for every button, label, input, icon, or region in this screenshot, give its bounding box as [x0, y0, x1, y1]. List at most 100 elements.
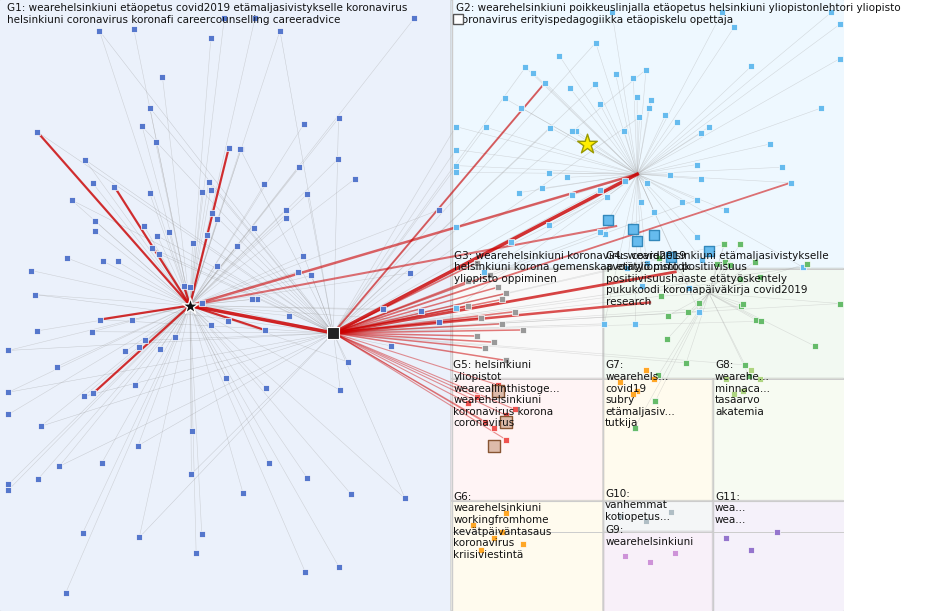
Point [431, 205, 446, 215]
Point [258, 383, 274, 393]
Point [194, 529, 209, 539]
Point [126, 24, 142, 34]
Point [247, 13, 262, 23]
Point [499, 508, 514, 518]
Point [714, 7, 730, 17]
Point [148, 137, 163, 147]
Point [29, 127, 45, 137]
Point [185, 238, 200, 248]
Point [718, 533, 733, 543]
Point [151, 249, 166, 258]
Point [588, 38, 603, 48]
Point [628, 319, 643, 329]
Point [718, 374, 733, 384]
Point [244, 295, 259, 304]
Point [220, 316, 236, 326]
Point [246, 223, 261, 233]
Point [618, 176, 633, 186]
Point [490, 282, 505, 292]
Point [499, 356, 514, 365]
Point [795, 262, 810, 272]
Point [482, 270, 497, 280]
Point [562, 82, 578, 92]
Point [638, 65, 654, 75]
FancyBboxPatch shape [602, 500, 714, 532]
Point [641, 103, 656, 112]
Point [152, 344, 167, 354]
Point [710, 259, 725, 269]
Point [478, 122, 493, 132]
Point [331, 114, 346, 123]
Point [689, 159, 704, 169]
Point [744, 61, 759, 71]
Point [747, 257, 762, 267]
Point [200, 230, 215, 240]
Point [402, 268, 417, 278]
Point [507, 307, 522, 316]
Point [229, 241, 244, 251]
Point [1, 485, 16, 495]
Point [625, 389, 640, 399]
Text: G9:
wearehelsinkiuni: G9: wearehelsinkiuni [605, 525, 694, 547]
Point [155, 72, 170, 82]
Point [630, 386, 645, 396]
Point [597, 229, 612, 239]
Point [257, 325, 273, 335]
Text: G10:
vanhemmat
kotiopetus...: G10: vanhemmat kotiopetus... [605, 489, 670, 522]
Point [290, 267, 305, 277]
Point [278, 213, 294, 223]
FancyBboxPatch shape [712, 500, 845, 611]
Point [296, 119, 312, 129]
Point [33, 422, 48, 431]
Point [634, 197, 649, 207]
Point [110, 257, 125, 266]
Point [28, 290, 43, 299]
Point [744, 365, 759, 375]
FancyBboxPatch shape [450, 268, 604, 379]
Point [732, 274, 748, 284]
Point [486, 533, 502, 543]
Point [51, 461, 66, 471]
Point [608, 69, 623, 79]
Point [651, 371, 666, 381]
Point [662, 170, 677, 180]
Point [490, 386, 505, 396]
Point [92, 315, 107, 324]
Point [461, 301, 476, 310]
Point [630, 236, 645, 246]
Point [344, 489, 359, 499]
Point [518, 62, 533, 72]
Point [564, 126, 580, 136]
Point [497, 93, 512, 103]
Point [814, 103, 829, 113]
Point [732, 240, 748, 249]
Text: G3: wearehelsinkiuni koronavirus covid2019
helsinkiuni korona gemenskap etätyö m: G3: wearehelsinkiuni koronavirus covid20… [454, 251, 691, 284]
Point [326, 328, 341, 338]
Point [499, 411, 514, 420]
Text: G2: wearehelsinkiuni poikkeuslinjalla etäopetus helsinkiuni yliopistonlehtori yl: G2: wearehelsinkiuni poikkeuslinjalla et… [456, 3, 901, 24]
Point [727, 23, 742, 32]
Point [138, 335, 153, 345]
Point [407, 13, 422, 23]
Point [646, 207, 661, 216]
Point [619, 263, 635, 273]
Point [513, 103, 528, 112]
Point [689, 195, 704, 205]
Point [663, 507, 678, 517]
Point [691, 298, 706, 308]
Point [478, 343, 493, 353]
Point [735, 299, 751, 309]
Point [168, 332, 183, 342]
Point [678, 358, 694, 368]
Point [150, 231, 165, 241]
Point [694, 174, 709, 184]
Point [600, 215, 616, 225]
Point [504, 237, 519, 247]
Point [209, 261, 224, 271]
Point [177, 281, 192, 291]
Point [593, 227, 608, 236]
Point [630, 92, 645, 101]
FancyBboxPatch shape [602, 378, 714, 502]
Point [613, 377, 628, 387]
Point [599, 192, 615, 202]
